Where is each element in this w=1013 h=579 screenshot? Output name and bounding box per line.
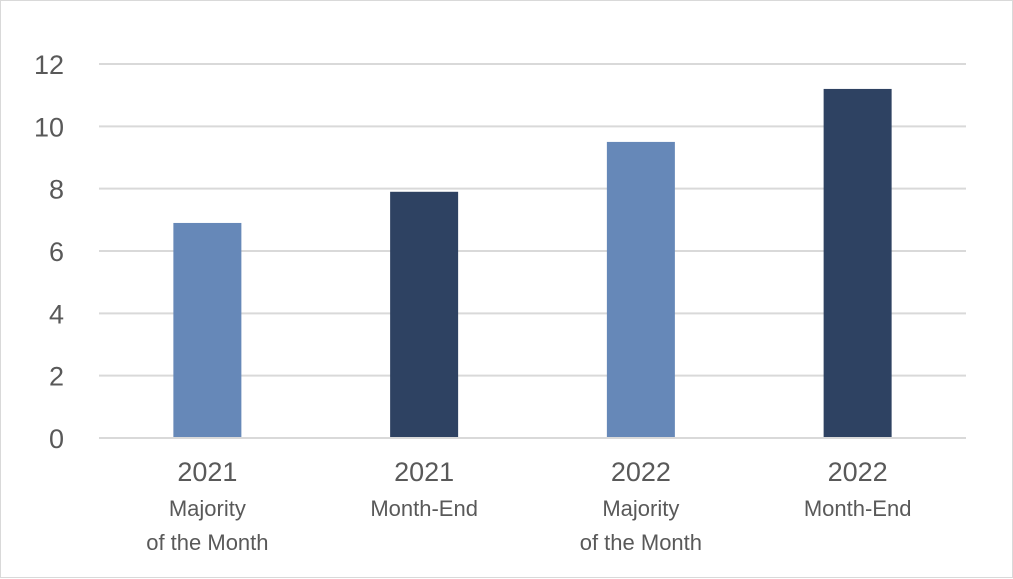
x-category-label-0-line-0: Majority: [169, 496, 246, 521]
y-tick-label-6: 6: [49, 237, 64, 267]
y-tick-label-2: 2: [49, 362, 64, 392]
y-tick-label-4: 4: [49, 299, 64, 329]
bars: [173, 88, 892, 438]
bar-3: [823, 88, 892, 438]
x-category-label-2-line-0: Majority: [602, 496, 679, 521]
y-tick-label-0: 0: [49, 424, 64, 454]
x-category-year-1: 2021: [394, 457, 454, 487]
x-category-label-1-line-0: Month-End: [370, 496, 478, 521]
y-tick-label-10: 10: [34, 112, 64, 142]
bar-1: [390, 191, 459, 438]
gridlines: [99, 63, 966, 377]
x-category-year-0: 2021: [177, 457, 237, 487]
x-category-label-0-line-1: of the Month: [146, 530, 268, 555]
bar-2: [606, 141, 675, 438]
y-axis-ticks: 0 2 4 6 8 10 12: [34, 50, 64, 454]
x-category-label-2-line-1: of the Month: [580, 530, 702, 555]
y-tick-label-12: 12: [34, 50, 64, 80]
x-category-year-2: 2022: [611, 457, 671, 487]
bar-0: [173, 222, 242, 438]
y-tick-label-8: 8: [49, 175, 64, 205]
x-axis-labels: 2021 Majority of the Month 2021 Month-End 202…: [146, 457, 911, 555]
x-category-label-3-line-0: Month-End: [804, 496, 912, 521]
x-category-year-3: 2022: [828, 457, 888, 487]
